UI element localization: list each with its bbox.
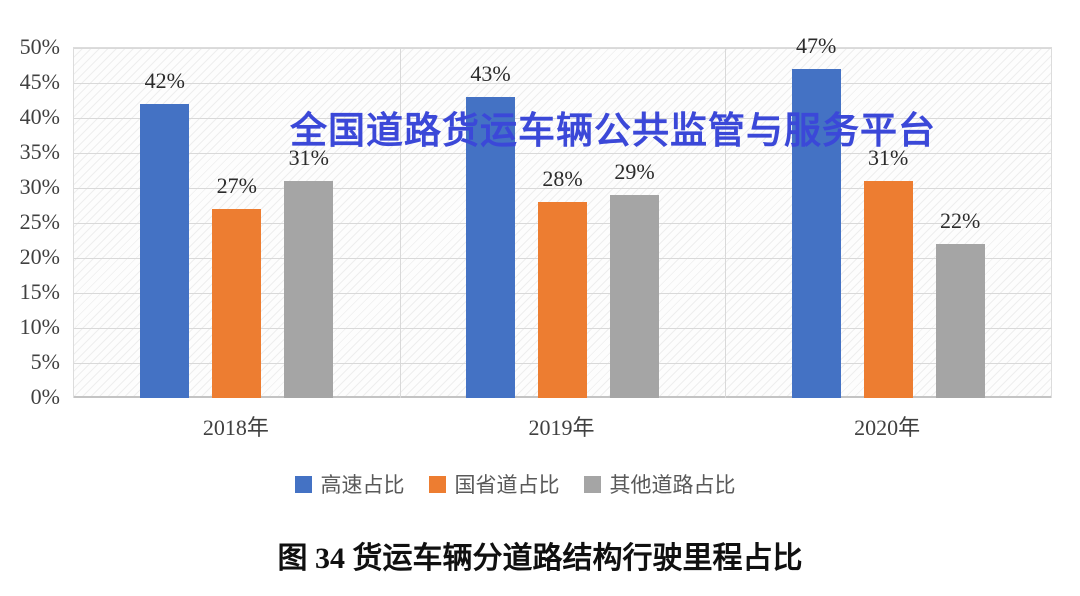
figure-caption: 图 34 货运车辆分道路结构行驶里程占比: [277, 542, 803, 575]
bar-value-label: 27%: [216, 173, 257, 198]
bar-value-label: 43%: [470, 61, 511, 86]
y-tick-label: 5%: [30, 349, 60, 374]
bar-其他道路占比: 31%: [284, 145, 334, 398]
legend-item-其他道路占比: 其他道路占比: [583, 469, 736, 499]
y-tick-label: 0%: [30, 384, 60, 409]
y-tick-label: 50%: [19, 34, 60, 59]
y-tick-label: 10%: [19, 314, 60, 339]
bar-国省道占比: 28%: [538, 166, 587, 398]
legend-label: 国省道占比: [454, 473, 560, 497]
bar-groups: 42% 27% 31% 43% 28% 29% 47% 31% 22%: [74, 33, 1051, 398]
y-tick-label: 25%: [19, 209, 60, 234]
h-gridline: [74, 188, 1051, 189]
h-gridline: [74, 153, 1051, 154]
bar-value-label: 47%: [796, 33, 837, 58]
plot-area: 42% 27% 31% 43% 28% 29% 47% 31% 22% 全国道路货运车辆公共监管…: [73, 33, 1052, 398]
bar-国省道占比: 27%: [212, 173, 262, 398]
legend-item-国省道占比: 国省道占比: [428, 469, 560, 499]
y-tick-label: 30%: [19, 174, 60, 199]
legend-label: 高速占比: [320, 473, 405, 497]
h-gridline: [74, 48, 1051, 49]
legend-label: 其他道路占比: [609, 473, 736, 497]
y-tick-label: 15%: [19, 279, 60, 304]
x-category-label: 2018年: [202, 415, 269, 440]
x-category-label: 2020年: [854, 415, 921, 440]
h-gridline: [74, 83, 1051, 84]
v-gridline: [399, 48, 401, 398]
bar-其他道路占比: 29%: [610, 159, 659, 398]
y-tick-label: 20%: [19, 244, 60, 269]
h-gridline: [74, 118, 1051, 119]
bar-value-label: 29%: [614, 159, 655, 184]
x-axis: 2018年 2019年 2020年: [73, 410, 1050, 442]
legend-swatch-icon: [583, 475, 601, 493]
bar-高速占比: 43%: [466, 61, 515, 398]
bar-value-label: 31%: [868, 145, 909, 170]
bar-value-label: 28%: [542, 166, 583, 191]
bar-国省道占比: 31%: [863, 145, 913, 398]
legend-swatch-icon: [294, 475, 312, 493]
bar-value-label: 31%: [288, 145, 329, 170]
bar-group-2020: 47% 31% 22%: [725, 33, 1051, 398]
bar-group-2018: 42% 27% 31%: [74, 48, 400, 398]
watermark-text: 全国道路货运车辆公共监管与服务平台: [290, 110, 936, 151]
legend: 高速占比 国省道占比 其他道路占比: [0, 469, 1030, 499]
y-axis: 0% 5% 10% 15% 20% 25% 30% 35% 40% 45% 50%: [0, 34, 60, 409]
v-gridline: [725, 48, 727, 398]
bar-高速占比: 47%: [791, 33, 841, 398]
bar-其他道路占比: 22%: [935, 208, 985, 398]
y-tick-label: 40%: [19, 104, 60, 129]
y-tick-label: 45%: [19, 69, 60, 94]
y-tick-label: 35%: [19, 139, 60, 164]
bar-value-label: 22%: [940, 208, 981, 233]
bar-group-2019: 43% 28% 29%: [400, 48, 726, 398]
x-category-label: 2019年: [528, 415, 595, 440]
legend-item-高速占比: 高速占比: [294, 469, 405, 499]
bar-高速占比: 42%: [140, 68, 190, 398]
bar-value-label: 42%: [144, 68, 185, 93]
legend-swatch-icon: [428, 475, 446, 493]
